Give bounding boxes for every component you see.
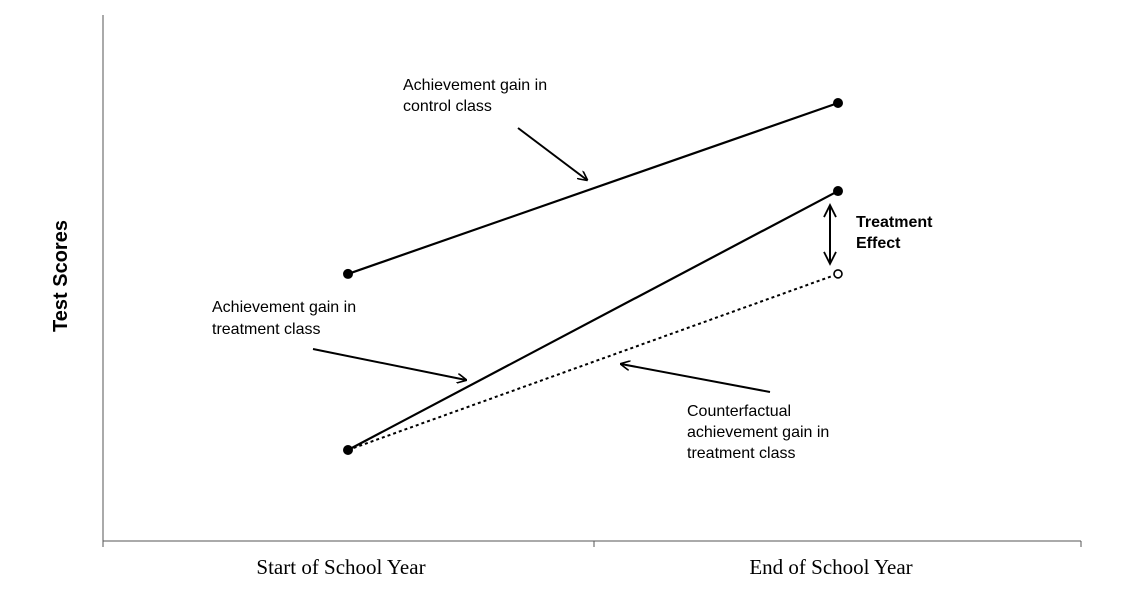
treatment-effect-arrowhead-up [823, 203, 837, 218]
annotation-treatment-effect-line-0: Treatment [856, 214, 933, 231]
x-tick-label-0: Start of School Year [256, 555, 425, 579]
annotation-treatment-line-1: treatment class [212, 321, 320, 338]
annotation-treatment-effect: Treatment Effect [856, 214, 933, 252]
x-axis-ticks [102, 541, 1082, 547]
series-line-counterfactual [347, 272, 839, 451]
annotation-control-line-1: control class [403, 98, 492, 115]
treatment-effect-layer [823, 203, 837, 266]
annotation-arrow-treatment [312, 348, 466, 380]
annotation-arrow-control [517, 127, 587, 180]
point-control-1 [833, 98, 843, 108]
annotation-counterfactual-line-2: treatment class [687, 445, 795, 462]
point-treatment-0 [343, 445, 353, 455]
x-axis-tick-labels: Start of School Year End of School Year [256, 555, 912, 579]
annotation-counterfactual-line-0: Counterfactual [687, 403, 791, 420]
point-treatment-1 [833, 186, 843, 197]
y-axis-label: Test Scores [50, 220, 72, 332]
annotation-control: Achievement gain in control class [403, 77, 587, 180]
point-counterfactual-end [833, 269, 843, 279]
series-line-treatment [347, 190, 839, 451]
annotation-treatment-line-0: Achievement gain in [212, 299, 356, 316]
annotation-treatment: Achievement gain in treatment class [212, 299, 466, 380]
series-line-control [347, 101, 839, 275]
treatment-effect-arrowhead-down [823, 251, 837, 266]
annotation-control-line-0: Achievement gain in [403, 77, 547, 94]
annotation-counterfactual-line-1: achievement gain in [687, 424, 829, 441]
annotation-counterfactual: Counterfactual achievement gain in treatme… [621, 364, 829, 462]
annotation-treatment-effect-line-1: Effect [856, 235, 901, 252]
series-layer [343, 98, 843, 455]
x-tick-label-1: End of School Year [749, 555, 912, 579]
annotation-arrow-counterfactual [621, 364, 771, 393]
point-control-0 [343, 268, 353, 279]
